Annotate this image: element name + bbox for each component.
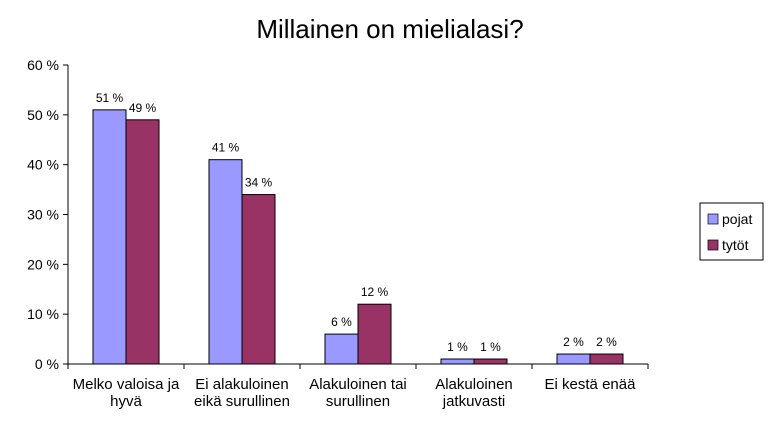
x-category-label-line: surullinen [326,393,390,410]
y-tick-label: 30 % [27,207,59,223]
legend-label-pojat: pojat [722,211,752,227]
bar-tytöt-2 [241,194,276,365]
bar-tytöt-4 [473,358,508,365]
bar-tytöt-5 [589,353,624,365]
bar-tytöt-1 [125,119,160,365]
data-label-tytöt-2: 34 % [245,176,273,190]
bar-pojat-2 [208,159,243,365]
x-category-label-line: eikä surullinen [194,393,290,410]
x-category-label-5: Ei kestä enää [545,376,637,393]
data-label-pojat-3: 6 % [331,315,352,329]
x-category-label-line: Alakuloinen tai [309,376,407,393]
x-category-label-line: hyvä [110,393,142,410]
data-label-tytöt-1: 49 % [129,101,157,115]
bar-pojat-4 [440,358,475,365]
data-label-pojat-5: 2 % [563,335,584,349]
x-category-label-2: Ei alakuloinen eikä surullinen [194,376,290,410]
legend-swatch-tytot [707,239,719,251]
x-category-label-line: Alakuloinen [435,376,513,393]
bar-tytöt-3 [357,303,392,365]
chart-title: Millainen on mielialasi? [256,14,523,44]
legend-box [699,202,764,261]
y-axis-ticks: 0 % 10 % 20 % 30 % 40 % 50 % 60 % [27,57,68,372]
data-label-tytöt-5: 2 % [596,335,617,349]
y-tick-label: 20 % [27,256,59,272]
data-label-tytöt-4: 1 % [480,340,501,354]
data-labels: 51 % 41 % 6 % 1 % 2 % 49 % 34 % 12 % 1 % 2 % [96,91,617,354]
y-tick-label: 0 % [35,356,59,372]
x-category-label-line: jatkuvasti [442,393,506,410]
bar-pojat-5 [556,353,591,365]
x-category-label-3: Alakuloinen tai surullinen [309,376,407,410]
x-category-label-1: Melko valoisa ja hyvä [73,376,180,410]
x-category-label-line: Ei alakuloinen [195,376,288,393]
x-category-label-line: Ei kestä enää [545,376,637,393]
legend-label-tytot: tytöt [722,237,749,253]
x-category-label-4: Alakuloinen jatkuvasti [435,376,513,410]
data-label-pojat-2: 41 % [212,141,240,155]
data-label-pojat-4: 1 % [447,340,468,354]
legend-swatch-pojat [707,213,719,225]
y-tick-label: 60 % [27,57,59,73]
bar-pojat-3 [324,333,359,365]
y-tick-label: 10 % [27,306,59,322]
x-axis-labels: Melko valoisa ja hyvä Ei alakuloinen eikä s… [67,364,649,410]
y-tick-label: 50 % [27,107,59,123]
bars [92,109,624,365]
bar-pojat-1 [92,109,127,365]
x-category-label-line: Melko valoisa ja [73,376,180,393]
data-label-pojat-1: 51 % [96,91,124,105]
legend: pojat tytöt [699,202,764,261]
data-label-tytöt-3: 12 % [361,285,389,299]
y-tick-label: 40 % [27,157,59,173]
